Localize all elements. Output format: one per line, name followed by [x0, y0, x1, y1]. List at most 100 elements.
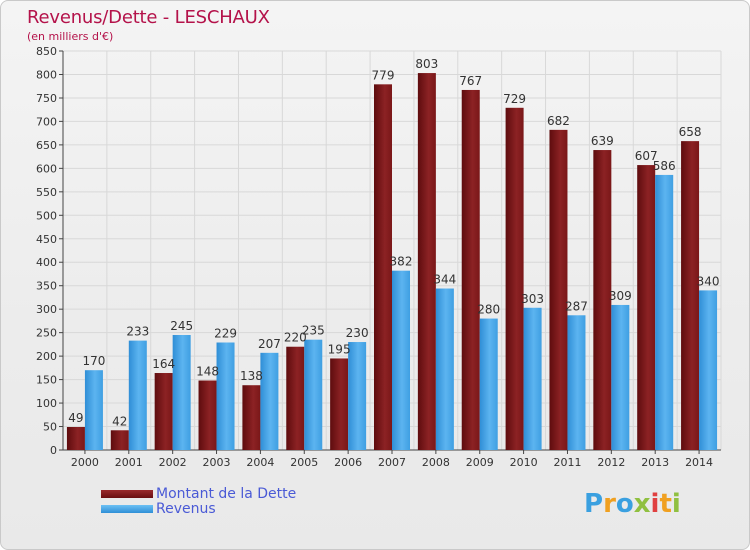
data-label-dette: 220	[284, 331, 307, 345]
logo-letter: i	[650, 489, 660, 519]
bar-revenus	[128, 340, 147, 450]
data-label-revenus: 340	[697, 274, 720, 288]
data-label-revenus: 586	[653, 159, 676, 173]
x-tick-label: 2004	[246, 456, 274, 469]
data-label-dette: 138	[240, 369, 263, 383]
data-label-revenus: 382	[390, 255, 413, 269]
bar-dette	[374, 84, 392, 450]
data-label-revenus: 344	[433, 273, 456, 287]
bar-dette	[330, 358, 349, 450]
logo-letter: P	[584, 489, 604, 519]
data-label-revenus: 235	[302, 324, 325, 338]
bar-revenus	[523, 307, 542, 450]
chart-title: Revenus/Dette - LESCHAUX	[27, 7, 270, 28]
x-tick-label: 2007	[378, 456, 406, 469]
x-tick-label: 2006	[334, 456, 362, 469]
y-tick-label: 100	[36, 397, 57, 410]
data-label-dette: 49	[68, 411, 83, 425]
bar-revenus	[172, 334, 191, 450]
data-label-dette: 148	[196, 365, 219, 379]
data-label-revenus: 230	[346, 326, 369, 340]
data-label-dette: 779	[372, 68, 395, 82]
bar-revenus	[260, 352, 279, 450]
bar-dette	[417, 73, 436, 451]
bar-dette	[242, 385, 261, 450]
data-label-dette: 607	[635, 149, 658, 163]
logo-letter: o	[615, 489, 634, 519]
bar-dette	[461, 89, 480, 450]
y-tick-label: 750	[36, 92, 57, 105]
logo-letter: t	[659, 489, 672, 519]
bars	[66, 73, 718, 451]
bar-dette	[549, 129, 568, 450]
logo-letter: x	[633, 489, 651, 519]
data-label-dette: 767	[459, 74, 482, 88]
x-tick-label: 2002	[159, 456, 187, 469]
y-tick-label: 700	[36, 115, 57, 128]
x-tick-label: 2010	[510, 456, 538, 469]
x-tick-label: 2014	[685, 456, 713, 469]
bar-revenus	[611, 304, 630, 450]
data-label-revenus: 207	[258, 337, 281, 351]
bar-dette	[110, 430, 129, 450]
legend-swatch-dette	[101, 490, 153, 498]
data-label-revenus: 229	[214, 327, 237, 341]
chart-subtitle: (en milliers d'€)	[27, 30, 114, 43]
data-label-dette: 164	[152, 357, 175, 371]
bar-revenus	[655, 174, 674, 450]
y-tick-label: 50	[43, 421, 57, 434]
y-tick-label: 800	[36, 68, 57, 81]
y-tick-label: 500	[36, 209, 57, 222]
y-tick-label: 550	[36, 186, 57, 199]
data-label-dette: 729	[503, 92, 526, 106]
bar-dette	[593, 150, 612, 450]
y-tick-label: 600	[36, 162, 57, 175]
y-tick-label: 400	[36, 256, 57, 269]
axes: 0 50 100 150 200 250 300 350 400 450 500 550 600 650 7…	[36, 45, 721, 469]
y-tick-label: 250	[36, 327, 57, 340]
logo-letter: r	[603, 489, 616, 519]
y-tick-label: 850	[36, 45, 57, 58]
x-tick-label: 2008	[422, 456, 450, 469]
data-label-revenus: 233	[126, 325, 149, 339]
bar-dette	[198, 380, 217, 450]
y-tick-label: 150	[36, 374, 57, 387]
data-label-revenus: 287	[565, 299, 588, 313]
bar-revenus	[392, 270, 410, 450]
proxiti-logo: Proxiti	[584, 489, 681, 519]
data-label-revenus: 309	[609, 289, 632, 303]
x-tick-label: 2000	[71, 456, 99, 469]
bar-revenus	[348, 342, 367, 450]
x-tick-label: 2012	[597, 456, 625, 469]
data-label-revenus: 245	[170, 319, 193, 333]
bar-dette	[637, 165, 656, 450]
data-label-revenus: 280	[477, 303, 500, 317]
x-tick-label: 2013	[641, 456, 669, 469]
data-label-dette: 682	[547, 114, 570, 128]
data-label-revenus: 303	[521, 292, 544, 306]
bar-revenus	[479, 318, 498, 450]
x-tick-label: 2003	[203, 456, 231, 469]
legend-label-dette: Montant de la Dette	[156, 486, 297, 502]
data-label-dette: 658	[679, 125, 702, 139]
bar-revenus	[84, 370, 103, 450]
data-label-dette: 803	[415, 57, 438, 71]
bar-revenus	[304, 339, 323, 450]
bar-revenus	[699, 290, 718, 450]
bar-dette	[154, 373, 173, 450]
bar-dette	[505, 107, 524, 450]
x-tick-label: 2001	[115, 456, 143, 469]
legend-label-revenus: Revenus	[156, 501, 216, 517]
y-tick-label: 0	[50, 444, 57, 457]
legend-swatch-revenus	[101, 505, 153, 513]
x-tick-label: 2009	[466, 456, 494, 469]
data-label-dette: 195	[328, 342, 351, 356]
bar-dette	[286, 346, 305, 450]
bar-dette	[681, 141, 700, 450]
x-tick-label: 2011	[553, 456, 581, 469]
data-label-revenus: 170	[82, 354, 105, 368]
bar-revenus	[435, 288, 454, 450]
